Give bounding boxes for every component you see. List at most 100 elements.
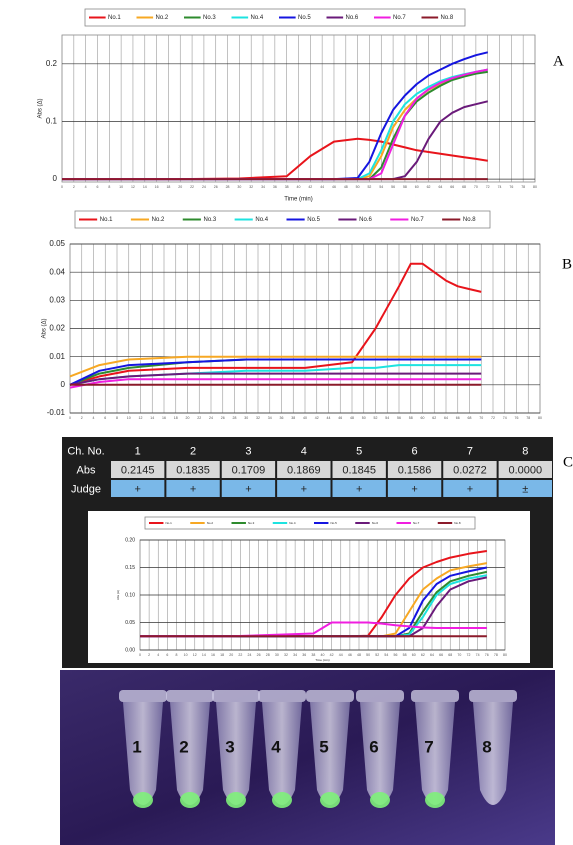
x-tick-label: 16 xyxy=(155,185,159,189)
x-tick-label: 58 xyxy=(409,416,413,420)
x-tick-label: 68 xyxy=(448,653,452,657)
x-tick-label: 2 xyxy=(81,416,83,420)
table-value: + xyxy=(411,483,417,495)
table-value: + xyxy=(190,483,196,495)
x-tick-label: 78 xyxy=(494,653,498,657)
x-tick-label: 10 xyxy=(127,416,131,420)
y-tick-label: 0 xyxy=(61,380,66,389)
table-header: Ch. No. xyxy=(67,445,104,457)
x-tick-label: 28 xyxy=(266,653,270,657)
x-tick-label: 18 xyxy=(174,416,178,420)
x-tick-label: 72 xyxy=(486,185,490,189)
tube-label: 3 xyxy=(225,737,234,756)
tube-cap xyxy=(469,690,517,702)
x-tick-label: 50 xyxy=(362,416,366,420)
x-tick-label: 52 xyxy=(374,416,378,420)
x-tick-label: 58 xyxy=(403,185,407,189)
x-tick-label: 48 xyxy=(344,185,348,189)
x-tick-label: 58 xyxy=(403,653,407,657)
fluorescence xyxy=(370,792,390,808)
x-tick-label: 14 xyxy=(202,653,206,657)
legend-label: No.2 xyxy=(152,217,165,223)
y-tick-label: 0.00 xyxy=(125,647,135,653)
x-tick-label: 24 xyxy=(209,416,213,420)
x-tick-label: 74 xyxy=(503,416,507,420)
x-tick-label: 72 xyxy=(467,653,471,657)
x-tick-label: 66 xyxy=(456,416,460,420)
x-tick-label: 20 xyxy=(178,185,182,189)
x-tick-label: 30 xyxy=(244,416,248,420)
x-tick-label: 8 xyxy=(108,185,110,189)
x-tick-label: 2 xyxy=(148,653,150,657)
fluorescence xyxy=(320,792,340,808)
x-tick-label: 36 xyxy=(273,185,277,189)
x-tick-label: 80 xyxy=(538,416,542,420)
x-tick-label: 74 xyxy=(498,185,502,189)
x-tick-label: 0 xyxy=(69,416,71,420)
x-tick-label: 60 xyxy=(421,416,425,420)
x-tick-label: 36 xyxy=(280,416,284,420)
panel-label: B xyxy=(562,256,572,272)
x-axis-label: Time (min) xyxy=(284,197,312,203)
x-tick-label: 32 xyxy=(256,416,260,420)
legend-label: No.7 xyxy=(413,521,420,525)
legend-label: No.2 xyxy=(207,521,214,525)
x-tick-label: 22 xyxy=(197,416,201,420)
x-tick-label: 10 xyxy=(119,185,123,189)
x-tick-label: 42 xyxy=(315,416,319,420)
y-tick-label: 0.2 xyxy=(46,59,58,68)
x-tick-label: 52 xyxy=(367,185,371,189)
tube-label: 4 xyxy=(271,737,281,756)
legend-label: No.3 xyxy=(203,15,216,21)
x-tick-label: 38 xyxy=(291,416,295,420)
y-tick-label: 0.05 xyxy=(49,239,65,248)
legend-label: No.1 xyxy=(100,217,113,223)
table-value: 0.0000 xyxy=(508,464,542,476)
x-tick-label: 28 xyxy=(226,185,230,189)
x-tick-label: 28 xyxy=(233,416,237,420)
table-value: + xyxy=(301,483,307,495)
x-tick-label: 32 xyxy=(249,185,253,189)
x-tick-label: 76 xyxy=(515,416,519,420)
table-header: 7 xyxy=(467,445,473,457)
x-tick-label: 54 xyxy=(384,653,388,657)
x-tick-label: 62 xyxy=(421,653,425,657)
x-tick-label: 38 xyxy=(285,185,289,189)
x-tick-label: 68 xyxy=(462,185,466,189)
x-tick-label: 36 xyxy=(302,653,306,657)
x-tick-label: 52 xyxy=(375,653,379,657)
x-tick-label: 22 xyxy=(190,185,194,189)
legend-label: No.6 xyxy=(372,521,379,525)
x-tick-label: 44 xyxy=(320,185,324,189)
table-value: + xyxy=(356,483,362,495)
x-tick-label: 4 xyxy=(85,185,87,189)
table-header: 8 xyxy=(522,445,528,457)
x-tick-label: 44 xyxy=(339,653,343,657)
x-tick-label: 38 xyxy=(311,653,315,657)
y-tick-label: 0.1 xyxy=(46,117,58,126)
x-tick-label: 6 xyxy=(104,416,106,420)
tube-label: 6 xyxy=(369,737,378,756)
tube-cap xyxy=(119,690,167,702)
x-tick-label: 46 xyxy=(348,653,352,657)
legend-label: No.8 xyxy=(454,521,461,525)
y-axis-label: Abs (Δ) xyxy=(38,98,44,118)
x-tick-label: 70 xyxy=(479,416,483,420)
legend-label: No.3 xyxy=(248,521,255,525)
legend-label: No.7 xyxy=(393,15,406,21)
panel-label: C xyxy=(563,454,573,470)
y-tick-label: 0.01 xyxy=(49,352,65,361)
x-tick-label: 54 xyxy=(385,416,389,420)
x-tick-label: 14 xyxy=(150,416,154,420)
legend-label: No.8 xyxy=(441,15,454,21)
x-axis-label: Time (min) xyxy=(315,658,329,662)
table-header: 4 xyxy=(301,445,307,457)
x-tick-label: 40 xyxy=(303,416,307,420)
tube-cap xyxy=(258,690,306,702)
x-tick-label: 50 xyxy=(366,653,370,657)
x-tick-label: 6 xyxy=(166,653,168,657)
x-tick-label: 64 xyxy=(438,185,442,189)
x-tick-label: 2 xyxy=(73,185,75,189)
table-header: 6 xyxy=(412,445,418,457)
